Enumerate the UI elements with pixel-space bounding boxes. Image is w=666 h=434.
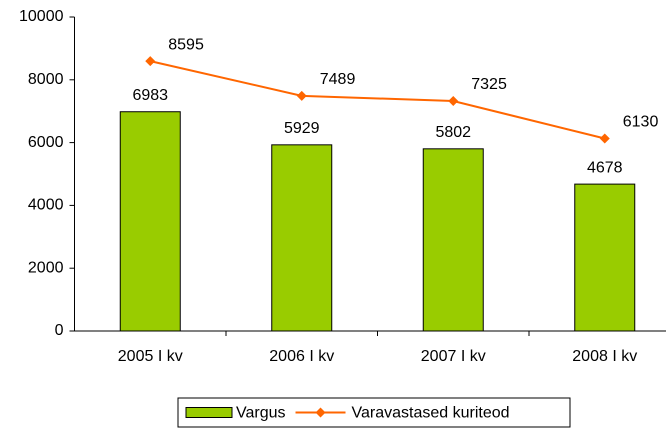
y-tick-label: 10000 xyxy=(19,8,64,25)
line-marker xyxy=(448,95,459,106)
data-label: 6130 xyxy=(623,114,659,131)
data-label: 5802 xyxy=(435,124,471,141)
bar xyxy=(271,144,333,332)
data-label: 4678 xyxy=(587,159,623,176)
x-tick-label: 2008 I kv xyxy=(572,348,637,365)
x-tick-label: 2006 I kv xyxy=(269,348,334,365)
x-tick-label: 2007 I kv xyxy=(421,348,486,365)
y-tick-label: 6000 xyxy=(28,134,64,151)
legend-label: Vargus xyxy=(236,405,286,422)
y-tick-label: 8000 xyxy=(28,71,64,88)
line-marker xyxy=(145,56,156,67)
data-label: 5929 xyxy=(284,120,320,137)
legend-swatch xyxy=(185,407,233,418)
bar xyxy=(422,148,484,332)
x-tick-label: 2005 I kv xyxy=(118,348,183,365)
legend-marker xyxy=(315,407,326,418)
legend-label: Varavastased kuriteod xyxy=(352,405,510,422)
bar xyxy=(574,183,636,332)
legend-box xyxy=(177,397,571,428)
y-tick-label: 4000 xyxy=(28,197,64,214)
y-tick-label: 0 xyxy=(55,322,64,339)
data-label: 8595 xyxy=(168,36,204,53)
data-label: 6983 xyxy=(132,87,168,104)
legend: Vargus Varavastased kuriteod xyxy=(177,397,571,428)
bar xyxy=(119,111,181,332)
y-tick-label: 2000 xyxy=(28,259,64,276)
data-label: 7489 xyxy=(320,71,356,88)
line xyxy=(150,60,605,140)
line-marker xyxy=(296,90,307,101)
line-marker xyxy=(599,133,610,144)
data-label: 7325 xyxy=(471,76,507,93)
